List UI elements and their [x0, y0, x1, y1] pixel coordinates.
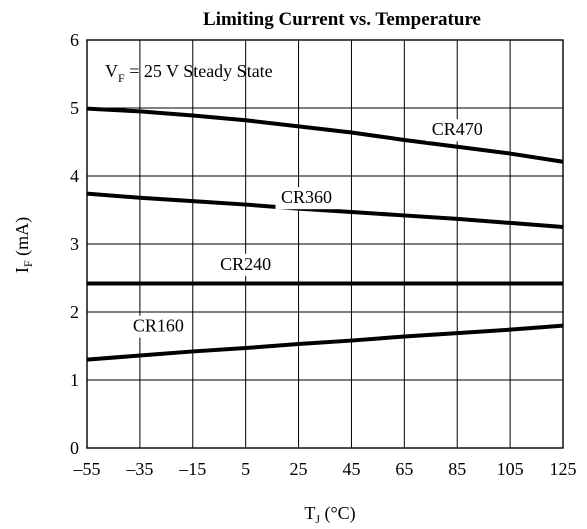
- x-tick-label: –35: [125, 459, 153, 479]
- series-label-bg: [127, 315, 190, 338]
- condition-annotation: VF = 25 V Steady State: [105, 61, 273, 85]
- series-label-cr360: CR360: [281, 187, 332, 207]
- series-line-cr360: [86, 191, 564, 229]
- y-tick-label: 2: [70, 302, 79, 322]
- y-axis-label-rest: (mA): [12, 217, 33, 261]
- x-tick-label: 65: [395, 459, 413, 479]
- y-tick-label: 4: [70, 166, 79, 186]
- series-label-cr240: CR240: [220, 254, 271, 274]
- x-tick-label: –15: [178, 459, 206, 479]
- series-line-cr160: [86, 323, 564, 362]
- series-layer: CR470 CR360 CR240 CR160: [86, 106, 564, 362]
- chart-title: Limiting Current vs. Temperature: [203, 9, 481, 30]
- x-axis-label-rest: (°C): [320, 503, 356, 524]
- y-tick-label: 5: [70, 98, 79, 118]
- series-label-cr470: CR470: [432, 119, 483, 139]
- x-tick-label: 125: [550, 459, 577, 479]
- x-axis-label: TJ (°C): [304, 503, 355, 526]
- y-axis-label-main: I: [12, 267, 32, 273]
- y-tick-label: 6: [70, 30, 79, 50]
- annotation-v: V: [105, 61, 118, 81]
- x-tick-label: 85: [448, 459, 466, 479]
- grid: [87, 40, 563, 448]
- x-axis-label-main: T: [304, 503, 315, 523]
- x-tick-label: 45: [342, 459, 360, 479]
- series-label-bg: [214, 253, 277, 276]
- plot-frame: [86, 39, 564, 449]
- y-tick-label: 1: [70, 370, 79, 390]
- x-tick-label: 25: [290, 459, 308, 479]
- x-tick-label: 105: [497, 459, 524, 479]
- annotation-rest: = 25 V Steady State: [125, 61, 273, 81]
- annotation-sub: F: [118, 71, 125, 85]
- y-axis-label-sub: F: [21, 260, 35, 267]
- series-line-cr470: [86, 106, 564, 164]
- y-tick-label: 0: [70, 438, 79, 458]
- y-axis-label: IF (mA): [12, 217, 35, 273]
- series-label-bg: [275, 187, 338, 210]
- x-tick-label: 5: [241, 459, 250, 479]
- series-label-bg: [426, 119, 489, 142]
- x-tick-label: –55: [73, 459, 101, 479]
- x-axis-label-sub: J: [315, 512, 320, 526]
- series-label-cr160: CR160: [133, 316, 184, 336]
- y-tick-label: 3: [70, 234, 79, 254]
